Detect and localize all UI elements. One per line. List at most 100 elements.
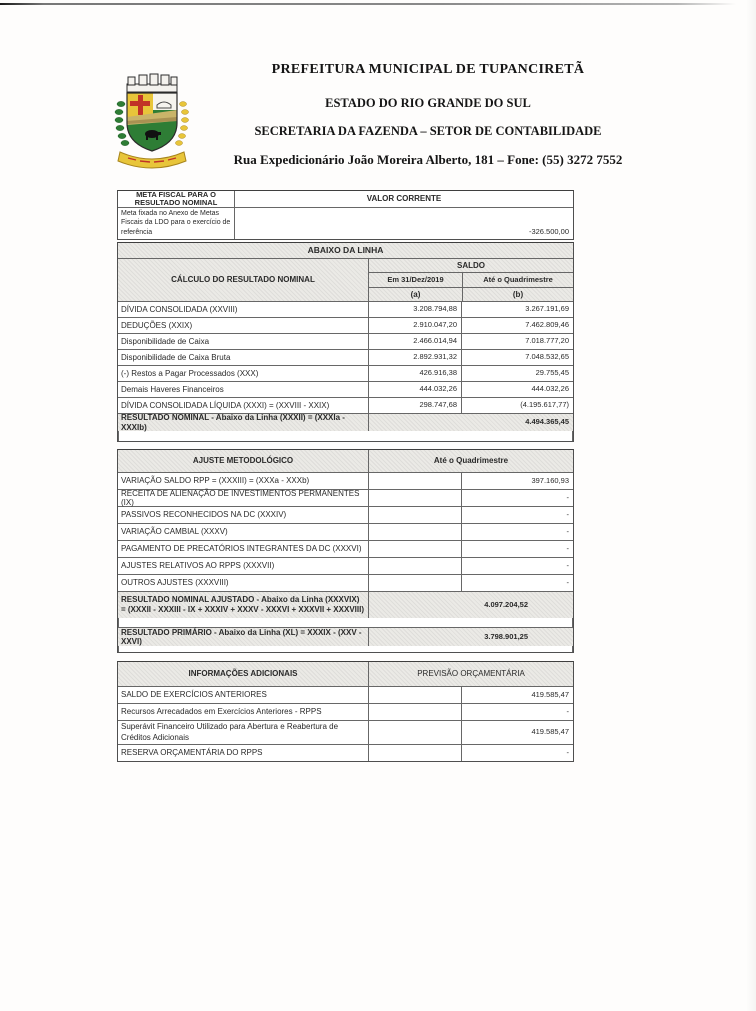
table-row: AJUSTES RELATIVOS AO RPPS (XXXVII) - [118,557,573,574]
row-empty-cell [368,704,461,720]
row-label: Disponibilidade de Caixa [121,336,210,346]
row-value: - [461,524,573,540]
table-row: DEDUÇÕES (XXIX) 2.910.047,20 7.462.809,4… [118,317,573,333]
total-row-label: RESULTADO NOMINAL - Abaixo da Linha (XXX… [118,413,368,432]
table-row: PASSIVOS RECONHECIDOS NA DC (XXXIV) - [118,506,573,523]
quadrimestre-header: Até o Quadrimestre [368,450,573,472]
row-value-b: (4.195.617,77) [461,398,573,413]
row-label: SALDO DE EXERCÍCIOS ANTERIORES [121,690,267,700]
row-value-a: 2.910.047,20 [368,318,461,333]
table-row: DÍVIDA CONSOLIDADA LÍQUIDA (XXXI) = (XXV… [118,397,573,413]
ajuste-metodologico-table: AJUSTE METODOLÓGICO Até o Quadrimestre V… [117,449,574,653]
row-value: - [461,507,573,523]
calculo-header: CÁLCULO DO RESULTADO NOMINAL [118,259,368,301]
row-value-a: 444.032,26 [368,382,461,397]
row-label: DÍVIDA CONSOLIDADA (XXVIII) [121,304,238,314]
row-empty-cell [368,558,461,574]
row-value: - [461,575,573,591]
table-header-row: INFORMAÇÕES ADICIONAIS PREVISÃO ORÇAMENT… [118,662,573,686]
org-department: SECRETARIA DA FAZENDA – SETOR DE CONTABI… [254,124,602,138]
row-value-a: 2.466.014,94 [368,334,461,349]
table-row: RECEITA DE ALIENAÇÃO DE INVESTIMENTOS PE… [118,488,573,507]
meta-fiscal-header: META FISCAL PARA O RESULTADO NOMINAL [134,189,218,207]
table-row: OUTROS AJUSTES (XXXVIII) - [118,574,573,591]
table-row: Disponibilidade de Caixa Bruta 2.892.931… [118,349,573,365]
meta-fiscal-table: META FISCAL PARA O RESULTADO NOMINAL VAL… [117,190,574,240]
row-value: - [461,704,573,720]
table-row: Disponibilidade de Caixa 2.466.014,94 7.… [118,333,573,349]
row-empty-cell [368,524,461,540]
municipal-coat-of-arms-icon [112,72,192,181]
resultado-nominal-table: ABAIXO DA LINHA CÁLCULO DO RESULTADO NOM… [117,242,574,442]
table-header-row: META FISCAL PARA O RESULTADO NOMINAL VAL… [118,189,573,207]
row-label: Disponibilidade de Caixa Bruta [121,352,231,362]
meta-row-value: -326.500,00 [234,208,573,239]
row-label: PASSIVOS RECONHECIDOS NA DC (XXXIV) [121,510,287,520]
row-label: DÍVIDA CONSOLIDADA LÍQUIDA (XXXI) = (XXV… [121,400,330,410]
saldo-header: SALDO [369,259,573,272]
informacoes-header: INFORMAÇÕES ADICIONAIS [118,662,368,686]
row-value: - [461,558,573,574]
row-value: 397.160,93 [461,473,573,489]
row-empty-cell [368,721,461,744]
row-label: RESERVA ORÇAMENTÁRIA DO RPPS [121,748,263,758]
resultado-nominal-total-row: RESULTADO NOMINAL - Abaixo da Linha (XXX… [118,413,573,432]
row-label: DEDUÇÕES (XXIX) [121,320,193,330]
table-row: DÍVIDA CONSOLIDADA (XXVIII) 3.208.794,88… [118,301,573,317]
row-label: OUTROS AJUSTES (XXXVIII) [121,578,229,588]
org-state: ESTADO DO RIO GRANDE DO SUL [325,96,531,110]
table-row: VARIAÇÃO CAMBIAL (XXXV) - [118,523,573,540]
section-title-bar: ABAIXO DA LINHA [118,243,573,258]
row-empty-cell [368,575,461,591]
row-value-b: 29.755,45 [461,366,573,381]
row-label: RECEITA DE ALIENAÇÃO DE INVESTIMENTOS PE… [121,488,360,507]
table-row: PAGAMENTO DE PRECATÓRIOS INTEGRANTES DA … [118,540,573,557]
row-label: VARIAÇÃO SALDO RPP = (XXXIII) = (XXXa - … [121,476,310,486]
row-label: Recursos Arrecadados em Exercícios Anter… [121,707,322,717]
primario-row-value: 3.798.901,25 [368,628,573,646]
row-value: - [461,745,573,761]
row-empty-cell [368,507,461,523]
row-value: 419.585,47 [461,687,573,703]
row-label: (-) Restos a Pagar Processados (XXX) [121,368,259,378]
primario-row-label: RESULTADO PRIMÁRIO - Abaixo da Linha (XL… [118,628,368,646]
total-row-label: RESULTADO NOMINAL AJUSTADO - Abaixo da L… [118,592,368,618]
col-a-letter: (a) [369,288,462,301]
informacoes-adicionais-table: INFORMAÇÕES ADICIONAIS PREVISÃO ORÇAMENT… [117,661,574,762]
section-title: ABAIXO DA LINHA [118,243,573,258]
row-value-b: 444.032,26 [461,382,573,397]
row-value: - [461,541,573,557]
table-row: Recursos Arrecadados em Exercícios Anter… [118,703,573,720]
report-body: META FISCAL PARA O RESULTADO NOMINAL VAL… [117,190,574,762]
table-row: Meta fixada no Anexo de Metas Fiscais da… [118,207,573,239]
row-label: AJUSTES RELATIVOS AO RPPS (XXXVII) [121,561,275,571]
col-b-header: Até o Quadrimestre [462,273,573,287]
table-header-row: CÁLCULO DO RESULTADO NOMINAL SALDO Em 31… [118,258,573,301]
row-value: - [461,490,573,506]
col-a-header: Em 31/Dez/2019 [369,273,462,287]
row-empty-cell [368,490,461,506]
total-row-value: 4.097.204,52 [368,592,573,618]
row-value-b: 7.462.809,46 [461,318,573,333]
row-value-a: 426.916,38 [368,366,461,381]
row-label: Superávit Financeiro Utilizado para Aber… [121,722,339,742]
row-label: PAGAMENTO DE PRECATÓRIOS INTEGRANTES DA … [121,544,362,554]
previsao-header: PREVISÃO ORÇAMENTÁRIA [368,662,573,686]
table-spacer [118,431,573,441]
table-header-row: AJUSTE METODOLÓGICO Até o Quadrimestre [118,450,573,472]
table-row: (-) Restos a Pagar Processados (XXX) 426… [118,365,573,381]
resultado-nominal-ajustado-row: RESULTADO NOMINAL AJUSTADO - Abaixo da L… [118,591,573,618]
row-value-b: 7.018.777,20 [461,334,573,349]
col-b-letter: (b) [462,288,573,301]
row-empty-cell [368,473,461,489]
row-value-b: 7.048.532,65 [461,350,573,365]
table-row: Demais Haveres Financeiros 444.032,26 44… [118,381,573,397]
scan-edge-shadow [746,0,756,1011]
row-value-a: 298.747,68 [368,398,461,413]
row-value-a: 3.208.794,88 [368,302,461,317]
table-spacer [118,618,573,627]
table-row: VARIAÇÃO SALDO RPP = (XXXIII) = (XXXa - … [118,472,573,489]
scan-artifact-line [0,3,736,5]
table-row: Superávit Financeiro Utilizado para Aber… [118,720,573,744]
